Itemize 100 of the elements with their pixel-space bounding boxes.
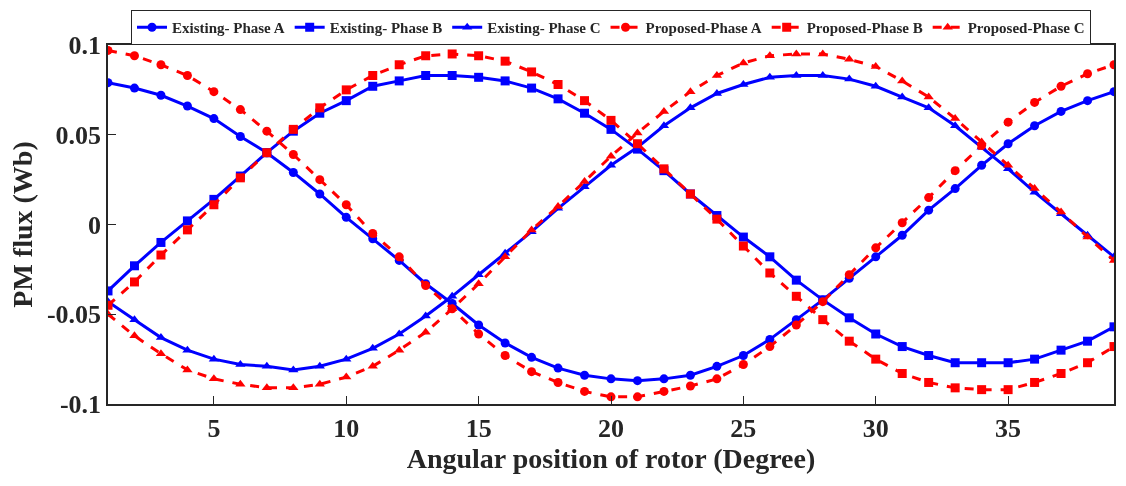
point	[1003, 139, 1013, 149]
point	[474, 51, 484, 61]
point	[897, 230, 907, 240]
legend-label: Proposed-Phase A	[645, 20, 762, 37]
point	[368, 228, 378, 238]
point	[500, 338, 510, 348]
point	[950, 383, 960, 393]
point	[527, 83, 537, 93]
point	[1083, 69, 1093, 79]
point	[579, 176, 590, 184]
point	[791, 49, 802, 57]
point	[209, 87, 219, 97]
point	[553, 79, 563, 89]
point	[447, 71, 457, 81]
point	[924, 205, 934, 215]
point	[712, 374, 722, 384]
point	[580, 108, 590, 118]
point	[500, 351, 510, 361]
point	[1056, 106, 1066, 116]
y-tick-label: 0.05	[55, 120, 102, 150]
point	[394, 60, 404, 70]
point	[367, 361, 378, 369]
point	[314, 361, 325, 369]
point	[288, 150, 298, 159]
point	[765, 268, 775, 278]
point	[315, 103, 325, 113]
point	[421, 71, 431, 81]
point	[368, 71, 378, 81]
point	[871, 329, 881, 339]
point	[1056, 368, 1066, 378]
point	[976, 137, 987, 145]
point	[447, 49, 457, 59]
point	[950, 166, 960, 176]
x-tick-label: 20	[598, 413, 624, 443]
point	[738, 79, 749, 87]
point	[341, 200, 351, 210]
point	[394, 76, 404, 86]
point	[156, 237, 166, 247]
point	[738, 351, 748, 361]
point	[129, 83, 139, 93]
point	[606, 115, 616, 125]
point	[341, 212, 351, 222]
point	[632, 376, 642, 386]
point	[897, 368, 907, 378]
point	[685, 103, 696, 111]
point	[500, 56, 510, 66]
point	[977, 160, 987, 170]
point	[712, 361, 722, 371]
point	[156, 60, 166, 70]
point	[1030, 97, 1040, 107]
point	[765, 342, 775, 352]
point	[367, 343, 378, 351]
point	[870, 81, 881, 89]
point	[421, 51, 431, 61]
point	[553, 377, 563, 387]
point	[315, 189, 325, 199]
point	[871, 354, 881, 364]
point	[553, 94, 563, 104]
point	[844, 54, 855, 62]
point	[1083, 336, 1093, 346]
point	[262, 126, 272, 136]
point	[897, 342, 907, 352]
point	[950, 184, 960, 194]
point	[685, 370, 695, 380]
point	[235, 132, 245, 142]
point	[156, 250, 166, 260]
point	[474, 329, 484, 339]
legend-label: Proposed-Phase C	[967, 20, 1085, 37]
point	[1056, 345, 1066, 355]
point	[844, 313, 854, 323]
point	[209, 200, 219, 210]
point	[288, 383, 299, 391]
point	[474, 320, 484, 330]
legend-label: Proposed-Phase B	[806, 20, 923, 37]
point	[1030, 377, 1040, 387]
point	[235, 379, 246, 387]
point	[844, 336, 854, 346]
point	[527, 67, 537, 77]
point	[606, 124, 616, 134]
y-tick-label: 0	[88, 210, 102, 240]
legend-label: Existing- Phase A	[172, 20, 285, 37]
point	[341, 96, 351, 106]
point	[606, 374, 616, 384]
point	[473, 270, 484, 278]
point	[659, 386, 669, 396]
point	[871, 243, 881, 253]
point	[1003, 385, 1013, 395]
point	[580, 386, 590, 396]
point	[738, 232, 748, 242]
x-axis-title: Angular position of rotor (Degree)	[406, 442, 816, 474]
point	[923, 103, 934, 111]
point	[527, 352, 537, 362]
point	[129, 277, 139, 287]
point	[871, 252, 881, 262]
y-axis-title: PM flux (Wb)	[7, 141, 39, 308]
point	[897, 76, 908, 84]
x-tick-label: 10	[333, 413, 360, 443]
point	[738, 241, 748, 251]
point	[580, 370, 590, 380]
point	[527, 367, 537, 377]
